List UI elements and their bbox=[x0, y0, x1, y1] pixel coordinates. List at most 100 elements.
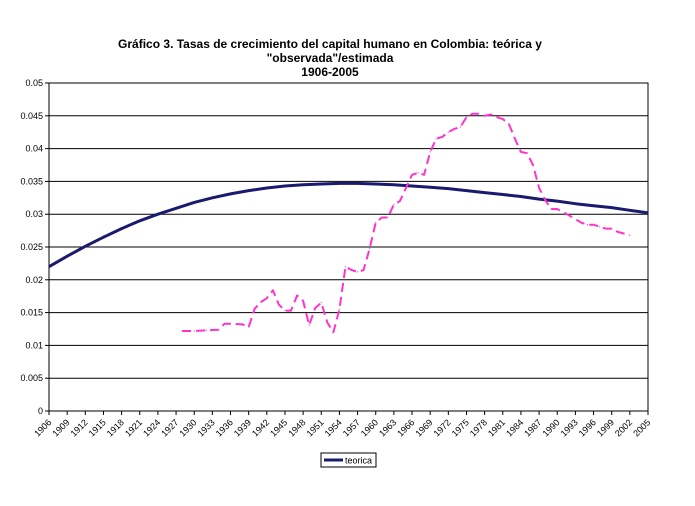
data-point bbox=[290, 310, 292, 312]
series-line-teorica bbox=[48, 181, 649, 268]
x-tick-label: 1954 bbox=[323, 417, 344, 438]
y-tick-label: 0.005 bbox=[20, 373, 43, 383]
data-point bbox=[338, 182, 340, 184]
y-tick-label: 0.015 bbox=[20, 308, 43, 318]
data-point bbox=[447, 131, 449, 133]
data-point bbox=[302, 300, 304, 302]
data-point bbox=[314, 307, 316, 309]
data-point bbox=[181, 330, 183, 332]
data-point bbox=[381, 216, 383, 219]
data-point bbox=[248, 326, 250, 328]
data-point bbox=[411, 185, 413, 187]
data-point bbox=[465, 190, 468, 192]
data-point bbox=[242, 323, 244, 325]
data-point bbox=[229, 193, 232, 195]
x-tick-label: 1981 bbox=[486, 417, 507, 438]
x-tick-label: 1993 bbox=[559, 417, 580, 438]
data-point bbox=[520, 151, 522, 153]
data-point bbox=[514, 138, 516, 140]
data-point bbox=[520, 195, 522, 198]
data-point bbox=[496, 116, 498, 118]
x-tick-label: 1999 bbox=[595, 417, 616, 438]
data-point bbox=[375, 222, 377, 224]
data-point bbox=[338, 308, 340, 310]
x-tick-label: 1933 bbox=[196, 417, 217, 438]
data-point bbox=[84, 245, 86, 247]
data-point bbox=[484, 192, 486, 194]
data-point bbox=[405, 187, 407, 189]
data-point bbox=[544, 199, 546, 201]
x-tick-label: 1924 bbox=[141, 417, 162, 438]
data-point bbox=[556, 208, 558, 210]
x-tick-label: 1906 bbox=[32, 417, 53, 438]
x-tick-label: 1942 bbox=[250, 417, 271, 438]
data-point bbox=[302, 184, 304, 186]
x-tick-label: 1990 bbox=[540, 417, 561, 438]
y-tick-label: 0.025 bbox=[20, 242, 43, 252]
data-point bbox=[447, 188, 449, 190]
data-point bbox=[223, 323, 226, 325]
data-point bbox=[465, 116, 468, 118]
data-point bbox=[387, 216, 389, 219]
data-point bbox=[617, 231, 619, 233]
data-point bbox=[538, 198, 540, 200]
y-tick-label: 0.01 bbox=[25, 340, 43, 350]
legend-label: teorica bbox=[345, 456, 372, 466]
data-point bbox=[284, 310, 286, 312]
data-point bbox=[435, 138, 437, 140]
data-point bbox=[217, 329, 219, 331]
data-point bbox=[308, 324, 310, 326]
chart-title-line: "observada"/estimada bbox=[267, 51, 394, 65]
x-tick-label: 1978 bbox=[468, 417, 489, 438]
data-point bbox=[411, 174, 413, 176]
data-point bbox=[66, 255, 68, 257]
data-point bbox=[453, 128, 455, 130]
data-point bbox=[502, 118, 504, 120]
x-tick-label: 1966 bbox=[395, 417, 416, 438]
data-point bbox=[278, 304, 280, 306]
x-tick-label: 1960 bbox=[359, 417, 380, 438]
gridlines bbox=[49, 82, 648, 379]
data-point bbox=[193, 330, 195, 332]
y-tick-label: 0.035 bbox=[20, 176, 43, 186]
x-tick-label: 1921 bbox=[123, 417, 144, 438]
data-point bbox=[332, 331, 334, 333]
x-tick-label: 1951 bbox=[304, 417, 325, 438]
data-point bbox=[611, 228, 613, 230]
data-point bbox=[393, 184, 395, 186]
data-point bbox=[599, 226, 601, 228]
data-point bbox=[375, 183, 377, 185]
data-point bbox=[484, 115, 486, 117]
legend-box bbox=[320, 452, 377, 468]
data-point bbox=[478, 113, 480, 115]
data-point bbox=[266, 297, 268, 299]
x-tick-label: 1969 bbox=[413, 417, 434, 438]
data-point bbox=[157, 213, 159, 215]
data-point bbox=[568, 214, 570, 217]
data-point bbox=[423, 174, 425, 176]
data-point bbox=[357, 271, 359, 273]
data-point bbox=[629, 234, 631, 236]
data-point bbox=[369, 247, 371, 249]
series-line-estimated bbox=[182, 112, 631, 334]
data-point bbox=[393, 203, 395, 205]
y-tick-label: 0.04 bbox=[25, 144, 43, 154]
data-point bbox=[592, 205, 595, 207]
data-point bbox=[629, 209, 631, 211]
legend: teorica bbox=[320, 452, 377, 468]
data-point bbox=[429, 186, 431, 188]
data-point bbox=[574, 203, 577, 205]
data-point bbox=[611, 207, 613, 209]
y-tick-label: 0.03 bbox=[25, 209, 43, 219]
data-point bbox=[532, 164, 534, 166]
chart-title: Gráfico 3. Tasas de crecimiento del capi… bbox=[118, 37, 542, 79]
data-point bbox=[550, 208, 552, 210]
data-point bbox=[526, 152, 528, 154]
data-point bbox=[417, 172, 419, 174]
x-axis: 1906190919121915191819211924192719301933… bbox=[32, 411, 652, 439]
x-tick-label: 1957 bbox=[341, 417, 362, 438]
x-tick-label: 1918 bbox=[105, 417, 126, 438]
data-point bbox=[229, 323, 232, 325]
x-tick-label: 1972 bbox=[432, 417, 453, 438]
